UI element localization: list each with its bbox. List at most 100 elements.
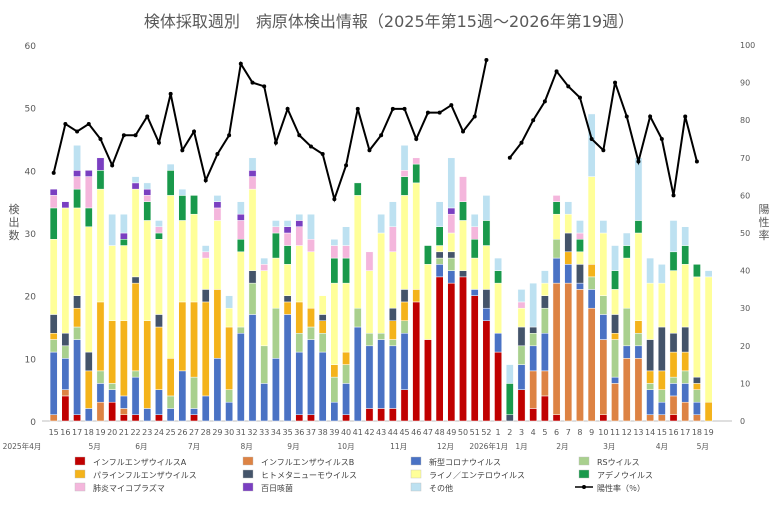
bar-segment [587,176,596,265]
bar-segment [494,333,502,353]
stacked-bars [49,113,713,422]
positivity-point [262,84,267,89]
positivity-point [554,69,559,74]
bar-segment [657,370,666,390]
x-tick-label: 7 [566,428,571,437]
legend-swatch [410,456,422,466]
bar-segment [646,370,655,384]
bar-segment [155,389,163,415]
bar-segment [599,414,608,422]
bar-segment [248,157,257,171]
x-tick-label: 17 [72,428,82,437]
bar-segment [260,345,269,384]
bar-segment [49,339,58,353]
bar-segment [447,270,456,284]
legend-swatch [410,469,422,479]
bar-segment [634,320,643,334]
bar-segment [517,326,526,347]
bar-segment [119,408,128,415]
bar-segment [201,251,210,259]
positivity-point [121,133,126,138]
bar-segment [96,170,105,190]
bar-segment [260,383,269,422]
bar-segment [541,370,549,397]
legend-swatch [74,469,86,479]
bar-segment [166,395,175,409]
bar-segment [470,257,479,290]
chart-title: 検体採取週別 病原体検出情報（2025年第15週～2026年第19週） [144,12,634,31]
bar-segment [61,201,70,209]
x-tick-label: 40 [341,428,351,437]
month-label: 10月 [338,442,355,451]
bar-segment [272,226,280,234]
bar-segment [611,245,619,271]
bar-segment [541,307,549,334]
bar-segment [693,376,701,384]
y-tick-label: 50 [25,105,37,115]
bar-segment [143,188,152,196]
bar-segment [505,364,514,384]
month-label: 2026年1月 [469,441,508,451]
bar-segment [576,251,584,265]
x-tick-label: 16 [60,428,70,437]
y2-tick-label: 0 [740,417,745,426]
bar-segment [236,213,245,221]
x-tick-label: 9 [589,428,594,437]
bar-segment [119,239,128,246]
positivity-point [215,152,220,157]
bar-segment [73,170,81,177]
bar-segment [611,339,619,378]
bar-segment [353,326,362,422]
bar-segment [622,345,631,359]
x-tick-label: 16 [668,428,678,437]
legend-label: その他 [429,483,453,493]
y2-tick-label: 90 [740,79,750,88]
x-tick-label: 41 [353,428,363,437]
bar-segment [131,182,140,190]
bar-segment [482,307,491,321]
x-tick-label: 19 [95,428,105,437]
positivity-point [168,91,173,96]
bar-segment [622,358,631,422]
bar-segment [61,389,70,397]
bar-segment [295,301,304,334]
legend-swatch [578,456,590,466]
bar-segment [190,414,198,422]
bar-segment [634,333,643,347]
right-axis-label: 陽性率 [759,203,770,242]
bar-segment [155,226,163,234]
x-tick-label: 35 [282,428,292,437]
positivity-line-segment [52,59,488,203]
bar-segment [599,314,608,340]
bar-segment [225,401,233,422]
x-tick-label: 44 [388,428,398,437]
bar-segment [564,264,573,284]
positivity-point [461,129,466,134]
bar-segment [681,370,690,384]
bar-segment [611,333,619,340]
bar-segment [693,414,701,422]
bar-segment [599,220,608,234]
bar-segment [611,383,619,422]
bar-segment [470,226,479,240]
bar-segment [622,307,631,347]
bar-segment [657,389,666,403]
x-tick-label: 43 [376,428,386,437]
bar-segment [447,257,456,271]
y-tick-label: 40 [25,167,37,177]
positivity-point [566,84,571,89]
bar-segment [236,333,245,422]
y2-tick-label: 20 [740,342,750,351]
bar-segment [96,157,105,171]
bar-segment [587,113,596,177]
bar-segment [669,270,678,334]
bar-segment [84,370,93,409]
bar-segment [49,207,58,240]
x-tick-label: 17 [680,428,690,437]
x-tick-label: 29 [212,428,222,437]
bar-segment [49,195,58,209]
bar-segment [108,245,117,321]
positivity-point [449,103,454,108]
bar-segment [108,383,117,390]
bar-segment [96,383,105,403]
